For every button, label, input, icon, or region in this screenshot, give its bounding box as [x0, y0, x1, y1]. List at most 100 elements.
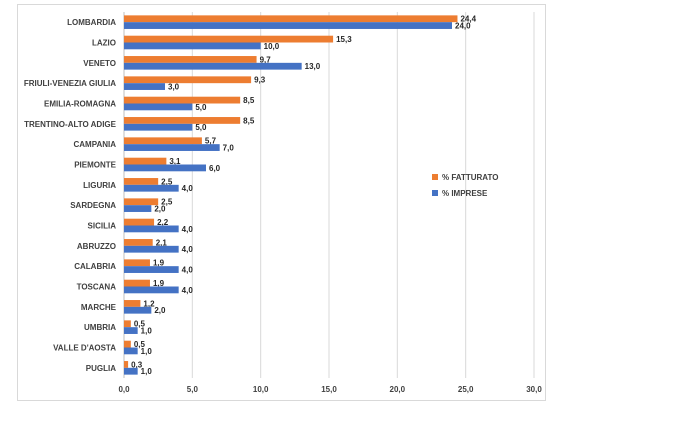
- bar-imprese: [124, 103, 193, 111]
- bar-fatturato: [124, 279, 150, 287]
- data-label-imprese: 6,0: [209, 164, 221, 173]
- bar-fatturato: [124, 15, 458, 23]
- category-label: FRIULI-VENEZIA GIULIA: [24, 79, 116, 88]
- category-label: CALABRIA: [74, 262, 116, 271]
- bar-imprese: [124, 286, 179, 294]
- bar-fatturato: [124, 96, 241, 104]
- data-label-fatturato: 9,3: [254, 76, 266, 85]
- data-label-imprese: 2,0: [154, 204, 166, 213]
- x-tick-label: 15,0: [321, 385, 337, 394]
- bar-fatturato: [124, 198, 159, 206]
- data-label-fatturato: 1,2: [143, 299, 155, 308]
- bar-imprese: [124, 144, 220, 151]
- data-label-fatturato: 3,1: [169, 157, 181, 166]
- category-label: TRENTINO-ALTO ADIGE: [24, 120, 117, 129]
- bar-fatturato: [124, 361, 129, 368]
- data-label-fatturato: 0,5: [134, 340, 146, 349]
- data-label-imprese: 1,0: [141, 367, 153, 376]
- bar-imprese: [124, 205, 152, 212]
- x-tick-label: 25,0: [458, 385, 474, 394]
- bar-imprese: [124, 164, 206, 172]
- category-label: MARCHE: [81, 303, 117, 312]
- data-label-imprese: 1,0: [141, 326, 153, 335]
- bar-imprese: [124, 306, 152, 314]
- bar-fatturato: [124, 137, 202, 145]
- bar-imprese: [124, 123, 193, 131]
- data-label-fatturato: 2,2: [157, 218, 169, 227]
- data-label-imprese: 1,0: [141, 347, 153, 356]
- category-label: SARDEGNA: [70, 201, 116, 210]
- legend-label-fatturato: % FATTURATO: [442, 173, 498, 182]
- chart-frame: [17, 4, 546, 401]
- data-label-imprese: 4,0: [182, 265, 194, 274]
- category-label: PIEMONTE: [74, 161, 116, 170]
- data-label-imprese: 10,0: [264, 42, 280, 51]
- bar-fatturato: [124, 178, 159, 185]
- legend-label-imprese: % IMPRESE: [442, 189, 488, 198]
- bar-imprese: [124, 42, 261, 50]
- category-label: ABRUZZO: [77, 242, 116, 251]
- category-label: TOSCANA: [77, 283, 117, 292]
- bar-imprese: [124, 347, 138, 355]
- bar-fatturato: [124, 56, 257, 63]
- data-label-fatturato: 9,7: [260, 55, 272, 64]
- x-tick-label: 10,0: [253, 385, 269, 394]
- data-label-imprese: 13,0: [305, 62, 321, 71]
- bar-fatturato: [124, 117, 241, 124]
- bar-fatturato: [124, 218, 155, 226]
- category-label: EMILIA-ROMAGNA: [44, 100, 116, 109]
- bar-imprese: [124, 367, 138, 375]
- data-label-imprese: 7,0: [223, 143, 235, 152]
- bar-imprese: [124, 266, 179, 273]
- bar-fatturato: [124, 259, 150, 267]
- category-label: LOMBARDIA: [67, 18, 116, 27]
- x-tick-label: 0,0: [118, 385, 130, 394]
- data-label-imprese: 4,0: [182, 184, 194, 193]
- data-label-imprese: 5,0: [195, 103, 207, 112]
- bar-fatturato: [124, 157, 167, 165]
- category-label: UMBRIA: [84, 323, 116, 332]
- category-label: LIGURIA: [83, 181, 116, 190]
- bar-fatturato: [124, 239, 153, 246]
- category-label: VENETO: [83, 59, 116, 68]
- data-label-fatturato: 0,3: [131, 360, 143, 369]
- data-label-imprese: 4,0: [182, 225, 194, 234]
- bar-fatturato: [124, 320, 131, 328]
- data-label-fatturato: 8,5: [243, 96, 255, 105]
- bar-imprese: [124, 327, 138, 334]
- legend-swatch-imprese: [432, 190, 438, 196]
- x-tick-label: 5,0: [187, 385, 199, 394]
- data-label-fatturato: 15,3: [336, 35, 352, 44]
- data-label-fatturato: 2,5: [161, 198, 173, 207]
- data-label-fatturato: 2,5: [161, 177, 173, 186]
- bar-imprese: [124, 245, 179, 253]
- category-label: PUGLIA: [86, 364, 116, 373]
- bar-fatturato: [124, 76, 252, 84]
- data-label-fatturato: 24,4: [460, 15, 476, 24]
- bar-fatturato: [124, 300, 141, 307]
- data-label-imprese: 4,0: [182, 286, 194, 295]
- data-label-imprese: 24,0: [455, 21, 471, 30]
- data-label-imprese: 2,0: [154, 306, 166, 315]
- data-label-fatturato: 1,9: [153, 279, 165, 288]
- data-label-imprese: 3,0: [168, 82, 180, 91]
- category-label: SICILIA: [88, 222, 117, 231]
- category-label: VALLE D'AOSTA: [53, 344, 116, 353]
- data-label-imprese: 5,0: [195, 123, 207, 132]
- bar-fatturato: [124, 35, 334, 43]
- category-label: LAZIO: [92, 39, 116, 48]
- bar-imprese: [124, 225, 179, 233]
- bar-imprese: [124, 83, 165, 90]
- data-label-fatturato: 0,5: [134, 320, 146, 329]
- bar-imprese: [124, 184, 179, 192]
- legend-swatch-fatturato: [432, 174, 438, 180]
- category-label: CAMPANIA: [73, 140, 116, 149]
- data-label-imprese: 4,0: [182, 245, 194, 254]
- data-label-fatturato: 5,7: [205, 137, 217, 146]
- bar-imprese: [124, 62, 302, 70]
- data-label-fatturato: 2,1: [156, 238, 168, 247]
- x-tick-label: 30,0: [526, 385, 542, 394]
- bar-fatturato: [124, 340, 131, 348]
- bar-imprese: [124, 22, 452, 29]
